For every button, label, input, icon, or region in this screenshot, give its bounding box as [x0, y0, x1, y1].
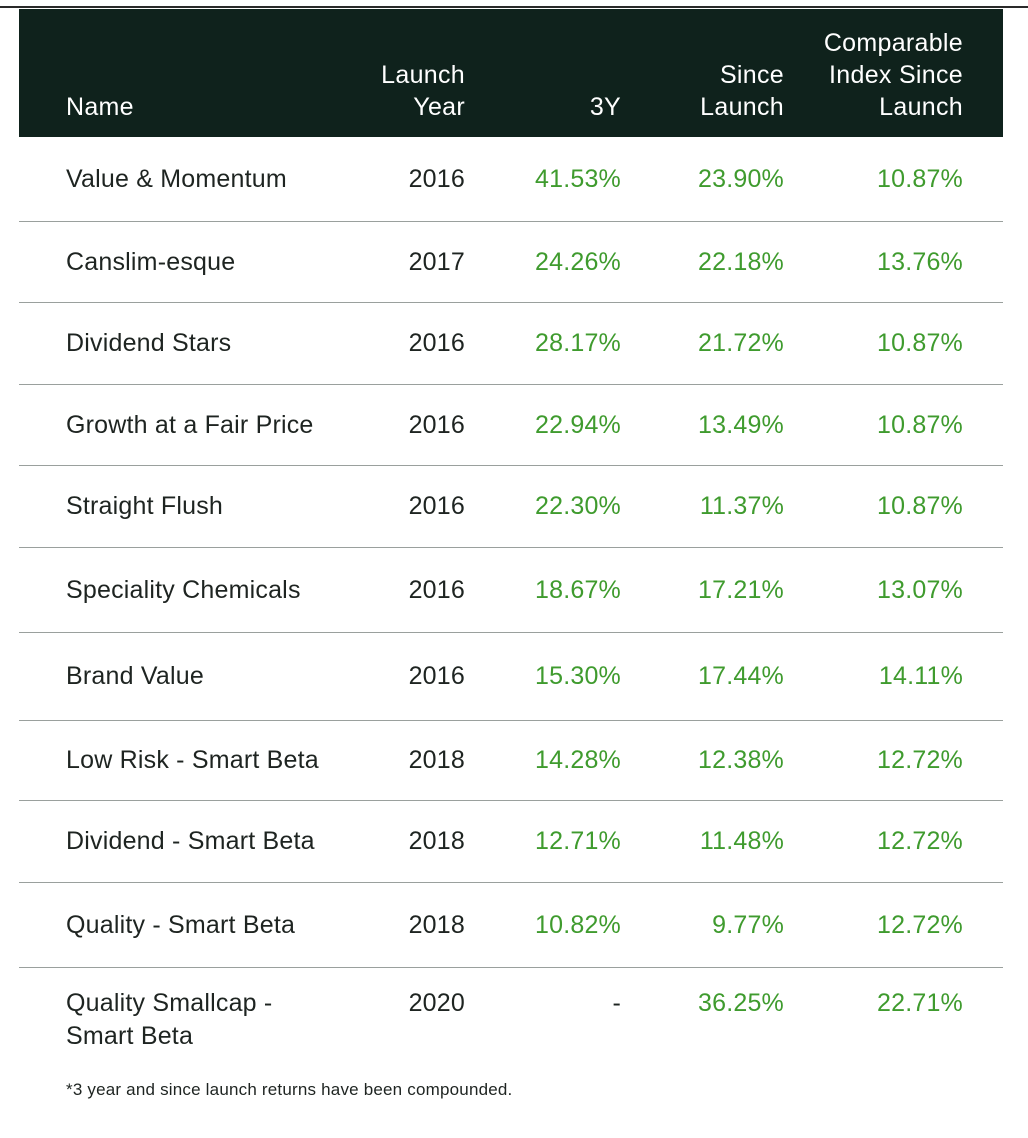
header-since-launch: Since Launch	[700, 61, 784, 121]
cell-name: Brand Value	[66, 662, 204, 690]
header-3y: 3Y	[589, 93, 621, 121]
cell-launch-year: 2017	[408, 247, 465, 276]
cell-launch-year: 2018	[408, 746, 465, 774]
cell-launch-year: 2016	[408, 410, 465, 439]
header-launch-year: Launch Year	[381, 61, 465, 121]
cell-since-launch: 36.25%	[698, 989, 784, 1017]
cell-name: Value & Momentum	[66, 164, 287, 193]
cell-launch-year: 2016	[408, 492, 465, 520]
cell-launch-year: 2018	[408, 910, 465, 939]
table-row: Dividend - Smart Beta 2018 12.71% 11.48% 12.…	[19, 801, 1003, 883]
cell-comparable-index: 10.87%	[877, 492, 963, 520]
cell-3y: 22.30%	[535, 492, 621, 520]
cell-launch-year: 2016	[408, 575, 465, 604]
cell-since-launch: 13.49%	[698, 410, 784, 439]
cell-name: Speciality Chemicals	[66, 575, 301, 604]
cell-3y: 15.30%	[535, 662, 621, 690]
cell-3y: 22.94%	[535, 410, 621, 439]
cell-comparable-index: 14.11%	[878, 662, 963, 690]
cell-name: Dividend - Smart Beta	[66, 827, 315, 855]
table-row: Growth at a Fair Price 2016 22.94% 13.49% 10…	[19, 385, 1003, 466]
table-row: Quality - Smart Beta 2018 10.82% 9.77% 12.72…	[19, 883, 1003, 968]
cell-name: Growth at a Fair Price	[66, 410, 314, 439]
cell-3y: 12.71%	[535, 827, 621, 855]
cell-name: Quality - Smart Beta	[66, 910, 296, 939]
cell-name: Dividend Stars	[66, 329, 232, 357]
cell-since-launch: 17.44%	[698, 662, 784, 690]
cell-since-launch: 9.77%	[712, 910, 784, 939]
table-header: Name Launch Year 3Y Since Launch Compara…	[19, 9, 1003, 137]
top-rule	[0, 6, 1028, 8]
cell-since-launch: 23.90%	[698, 164, 784, 193]
header-comparable-index: Comparable Index Since Launch	[823, 29, 963, 121]
cell-name: Quality Smallcap - Smart Beta	[66, 989, 273, 1050]
table-row: Speciality Chemicals 2016 18.67% 17.21% 13.0…	[19, 548, 1003, 633]
cell-3y: 10.82%	[535, 910, 621, 939]
table-row: Value & Momentum 2016 41.53% 23.90% 10.87%	[19, 137, 1003, 222]
cell-comparable-index: 22.71%	[877, 989, 963, 1017]
table-row: Brand Value 2016 15.30% 17.44% 14.11%	[19, 633, 1003, 721]
cell-launch-year: 2016	[408, 164, 465, 193]
cell-name: Canslim-esque	[66, 247, 236, 276]
cell-launch-year: 2018	[408, 827, 465, 855]
table-row: Low Risk - Smart Beta 2018 14.28% 12.38% 12.…	[19, 721, 1003, 801]
cell-name: Low Risk - Smart Beta	[66, 746, 319, 774]
table-row: Canslim-esque 2017 24.26% 22.18% 13.76%	[19, 222, 1003, 303]
cell-since-launch: 11.48%	[699, 827, 784, 855]
cell-comparable-index: 10.87%	[877, 164, 963, 193]
cell-since-launch: 22.18%	[698, 247, 784, 276]
cell-3y: 14.28%	[535, 746, 621, 774]
cell-3y: 18.67%	[535, 575, 621, 604]
cell-since-launch: 21.72%	[698, 329, 784, 357]
table-body: Value & Momentum 2016 41.53% 23.90% 10.87% Ca…	[19, 137, 1003, 1064]
cell-comparable-index: 12.72%	[877, 910, 963, 939]
cell-since-launch: 12.38%	[698, 746, 784, 774]
cell-3y: 24.26%	[535, 247, 621, 276]
cell-comparable-index: 13.76%	[877, 247, 963, 276]
cell-comparable-index: 10.87%	[877, 329, 963, 357]
table-row: Dividend Stars 2016 28.17% 21.72% 10.87%	[19, 303, 1003, 385]
cell-since-launch: 17.21%	[698, 575, 784, 604]
cell-launch-year: 2016	[408, 662, 465, 690]
table-row: Straight Flush 2016 22.30% 11.37% 10.87%	[19, 466, 1003, 548]
cell-comparable-index: 12.72%	[877, 827, 963, 855]
cell-comparable-index: 13.07%	[877, 575, 963, 604]
cell-launch-year: 2020	[408, 989, 465, 1017]
cell-comparable-index: 12.72%	[877, 746, 963, 774]
footnote: *3 year and since launch returns have be…	[66, 1080, 513, 1099]
cell-3y: 41.53%	[535, 164, 621, 193]
cell-comparable-index: 10.87%	[877, 410, 963, 439]
cell-launch-year: 2016	[408, 329, 465, 357]
cell-3y: -	[612, 989, 621, 1017]
header-name: Name	[66, 93, 134, 121]
returns-table: Name Launch Year 3Y Since Launch Compara…	[19, 9, 1003, 1064]
cell-3y: 28.17%	[535, 329, 621, 357]
cell-name: Straight Flush	[66, 492, 224, 520]
table-row: Quality Smallcap - Smart Beta 2020 - 36.25%…	[19, 968, 1003, 1064]
cell-since-launch: 11.37%	[699, 492, 784, 520]
